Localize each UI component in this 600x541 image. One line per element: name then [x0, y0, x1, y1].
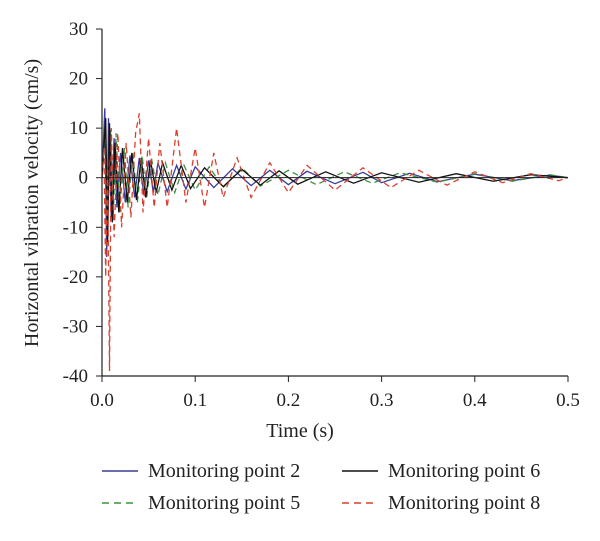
y-tick-label: 20 [69, 69, 88, 90]
x-tick-label: 0.2 [277, 390, 301, 411]
y-tick-label: -30 [63, 316, 88, 337]
x-tick-label: 0.0 [90, 390, 114, 411]
legend-label: Monitoring point 5 [148, 492, 300, 514]
x-tick-label: 0.3 [370, 390, 394, 411]
x-axis-label: Time (s) [266, 420, 334, 442]
y-tick-label: -40 [63, 366, 88, 387]
series-layer [102, 108, 568, 372]
y-tick-label: 0 [79, 168, 89, 189]
x-ticks: 0.0 0.1 0.2 0.3 0.4 0.5 [90, 376, 580, 411]
x-tick-label: 0.5 [556, 390, 580, 411]
y-tick-label: -20 [63, 267, 88, 288]
series-line-4 [102, 113, 568, 372]
axes [101, 29, 568, 377]
y-tick-label: 10 [69, 118, 88, 139]
series-line-3 [102, 128, 568, 238]
legend-label: Monitoring point 8 [388, 492, 540, 514]
y-axis-label: Horizontal vibration velocity (cm/s) [21, 59, 43, 347]
y-tick-label: -10 [63, 217, 88, 238]
legend: Monitoring point 2 Monitoring point 6 Moni… [102, 460, 540, 514]
y-tick-label: 30 [69, 19, 88, 40]
y-ticks: 30 20 10 0 -10 -20 -30 -40 [63, 19, 102, 387]
legend-label: Monitoring point 6 [388, 460, 540, 482]
x-tick-label: 0.4 [463, 390, 487, 411]
x-tick-label: 0.1 [183, 390, 207, 411]
legend-label: Monitoring point 2 [148, 460, 300, 482]
